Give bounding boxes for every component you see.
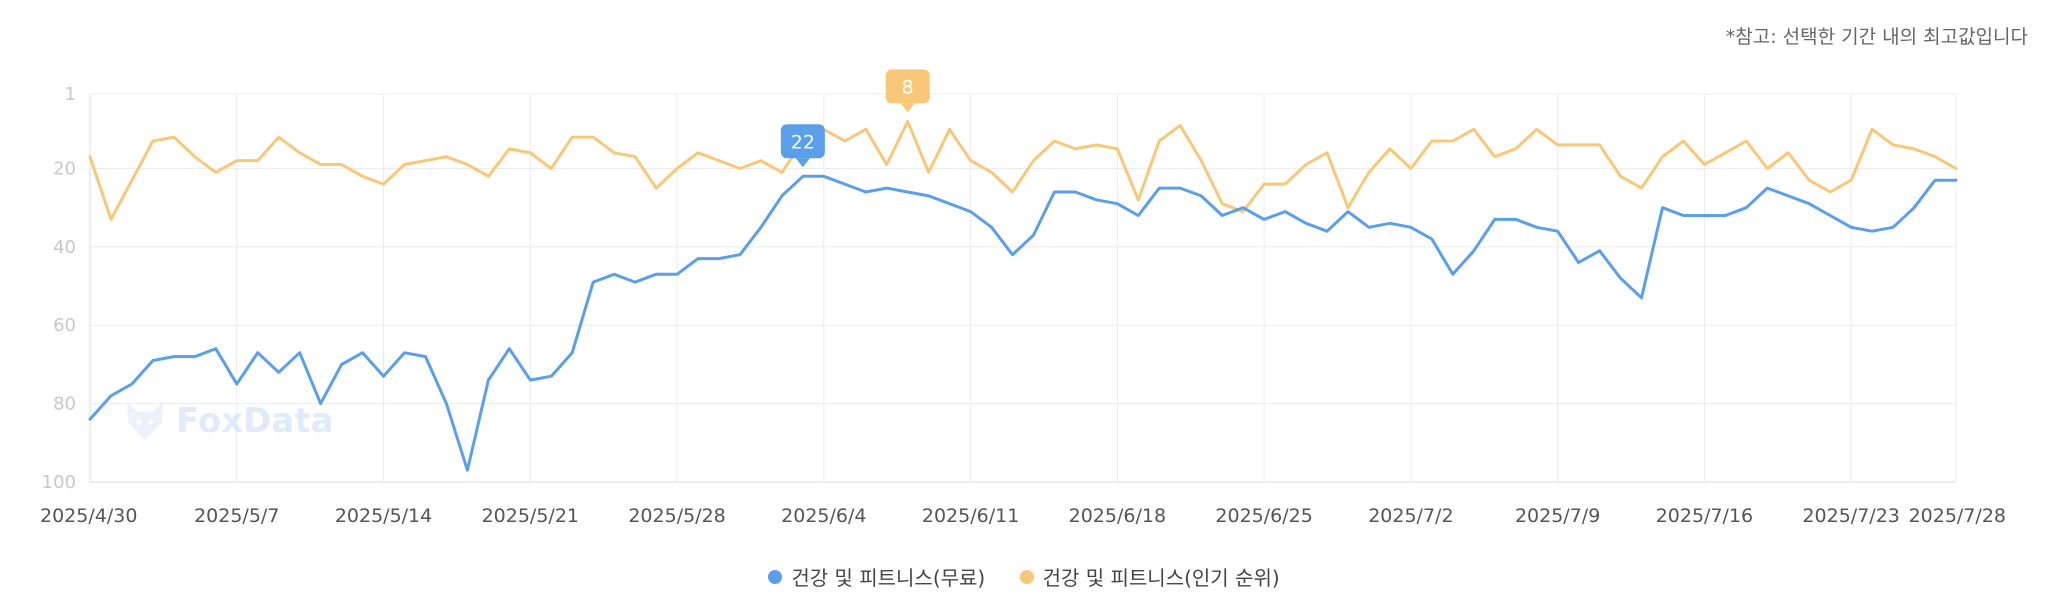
x-tick-label-2025-06-11: 2025/6/11 bbox=[922, 505, 1019, 527]
line-chart: 1 20 40 60 80 100 2025/4/30 2025/5/7 2025/5/14 20… bbox=[40, 69, 2006, 527]
peak-labels: 22 8 bbox=[780, 69, 930, 168]
watermark: FoxData bbox=[122, 398, 334, 444]
y-tick-label-100: 100 bbox=[42, 472, 76, 493]
legend-dot-popular bbox=[1019, 569, 1034, 584]
peak-marker-box-1 bbox=[885, 69, 930, 104]
x-tick-label-2025-07-02: 2025/7/2 bbox=[1368, 505, 1453, 527]
x-tick-label-2025-06-25: 2025/6/25 bbox=[1215, 505, 1312, 527]
y-tick-label-1: 1 bbox=[65, 84, 76, 105]
legend-label-free: 건강 및 피트니스(무료) bbox=[791, 566, 986, 590]
legend-dot-free bbox=[768, 569, 783, 584]
y-tick-label-60: 60 bbox=[53, 315, 76, 336]
x-tick-label-2025-07-23: 2025/7/23 bbox=[1802, 505, 1899, 527]
x-tick-label-2025-07-16: 2025/7/16 bbox=[1656, 505, 1753, 527]
x-tick-label-2025-07-09: 2025/7/9 bbox=[1515, 505, 1600, 527]
peak-marker-0: 22 bbox=[780, 124, 825, 168]
peak-marker-box-0 bbox=[780, 124, 825, 159]
legend-label-popular: 건강 및 피트니스(인기 순위) bbox=[1042, 566, 1280, 590]
axes: 1 20 40 60 80 100 2025/4/30 2025/5/7 2025/5/14 20… bbox=[40, 84, 2006, 527]
fox-logo-icon bbox=[127, 402, 163, 440]
peak-label-0: 22 bbox=[791, 131, 815, 153]
series bbox=[88, 119, 1958, 472]
x-tick-label-2025-05-21: 2025/5/21 bbox=[482, 505, 579, 527]
x-tick-label-2025-04-30: 2025/4/30 bbox=[40, 505, 137, 527]
legend-item-free[interactable]: 건강 및 피트니스(무료) bbox=[768, 562, 985, 591]
peak-marker-1: 8 bbox=[885, 69, 930, 113]
y-tick-label-40: 40 bbox=[53, 237, 76, 258]
y-tick-label-20: 20 bbox=[53, 158, 76, 179]
watermark-text: FoxData bbox=[176, 401, 334, 441]
x-tick-label-2025-05-07: 2025/5/7 bbox=[194, 505, 279, 527]
chart-note: *참고: 선택한 기간 내의 최고값입니다 bbox=[1725, 26, 2028, 48]
x-tick-label-2025-05-28: 2025/5/28 bbox=[628, 505, 725, 527]
x-tick-label-2025-07-28: 2025/7/28 bbox=[1909, 505, 2006, 527]
peak-label-1: 8 bbox=[902, 76, 914, 98]
series-line-0 bbox=[88, 174, 1958, 472]
series-line-1 bbox=[88, 119, 1958, 221]
legend: 건강 및 피트니스(무료) 건강 및 피트니스(인기 순위) bbox=[0, 562, 2048, 591]
x-tick-label-2025-06-04: 2025/6/4 bbox=[781, 505, 866, 527]
legend-item-popular[interactable]: 건강 및 피트니스(인기 순위) bbox=[1019, 562, 1280, 591]
x-tick-label-2025-06-18: 2025/6/18 bbox=[1069, 505, 1166, 527]
y-tick-label-80: 80 bbox=[53, 394, 76, 415]
peak-marker-pointer-1 bbox=[900, 103, 915, 113]
grid bbox=[89, 93, 1957, 483]
peak-marker-pointer-0 bbox=[795, 158, 810, 168]
x-tick-label-2025-05-14: 2025/5/14 bbox=[335, 505, 432, 527]
